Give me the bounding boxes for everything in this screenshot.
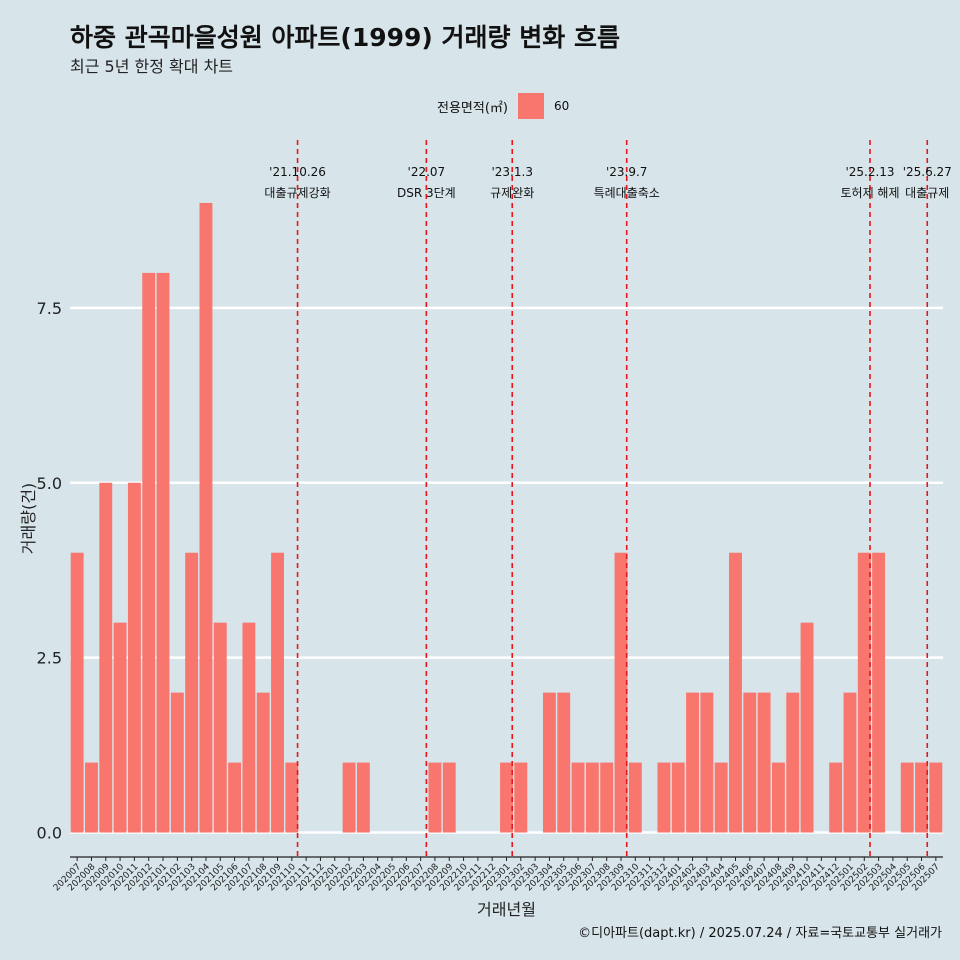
bar	[786, 692, 800, 833]
bar	[628, 762, 642, 833]
bar	[442, 762, 456, 833]
y-tick-label: 2.5	[37, 649, 62, 668]
bar	[600, 762, 614, 833]
bar	[929, 762, 943, 833]
bar	[571, 762, 585, 833]
bar	[657, 762, 671, 833]
bar	[185, 552, 199, 833]
x-axis-title: 거래년월	[477, 900, 536, 919]
bar	[771, 762, 785, 833]
event-date-label: '25.2.13	[845, 165, 894, 179]
event-date-label: '21.10.26	[269, 165, 326, 179]
bar	[800, 622, 814, 833]
legend-label-60: 60	[553, 99, 570, 113]
bar	[127, 482, 141, 833]
bar	[829, 762, 843, 833]
y-tick-label: 0.0	[37, 824, 62, 843]
bar	[256, 692, 270, 833]
bar	[743, 692, 757, 833]
bar	[99, 482, 113, 833]
bar	[614, 552, 628, 833]
legend-key-60	[517, 93, 544, 119]
bar	[700, 692, 714, 833]
bar	[757, 692, 771, 833]
bar	[285, 762, 299, 833]
bar	[686, 692, 699, 833]
bar	[542, 692, 556, 833]
event-name-label: 특례대출축소	[594, 186, 660, 200]
event-name-label: 토허제 해제	[841, 186, 900, 200]
chart-title: 하중 관곡마을성원 아파트(1999) 거래량 변화 흐름	[70, 23, 620, 52]
bar	[428, 762, 442, 833]
bar	[671, 762, 685, 833]
bar	[113, 622, 127, 833]
bar	[85, 762, 98, 833]
bar	[514, 762, 528, 833]
event-date-label: '22.07	[408, 165, 446, 179]
event-date-label: '23.1.3	[491, 165, 532, 179]
bar	[585, 762, 599, 833]
source-caption: ©디아파트(dapt.kr) / 2025.07.24 / 자료=국토교통부 실…	[578, 926, 942, 941]
bar	[213, 622, 227, 833]
bar	[199, 202, 213, 833]
bar	[142, 272, 156, 833]
y-tick-label: 5.0	[37, 474, 62, 493]
bar	[70, 552, 84, 833]
bar	[857, 552, 871, 833]
bar	[271, 552, 284, 833]
bar	[872, 552, 886, 833]
bar	[843, 692, 857, 833]
bar	[915, 762, 928, 833]
chart-subtitle: 최근 5년 한정 확대 차트	[70, 57, 234, 76]
event-name-label: DSR 3단계	[397, 186, 456, 200]
bar	[356, 762, 370, 833]
event-date-label: '23.9.7	[606, 165, 647, 179]
bar	[729, 552, 742, 833]
bar	[342, 762, 356, 833]
bar	[714, 762, 728, 833]
y-axis-title: 거래량(건)	[19, 483, 38, 554]
legend-title: 전용면적(㎡)	[437, 100, 508, 116]
legend: 전용면적(㎡) 60	[437, 93, 569, 119]
bar	[228, 762, 242, 833]
y-tick-label: 7.5	[37, 299, 62, 318]
bar	[156, 272, 170, 833]
bar	[242, 622, 256, 833]
bar	[557, 692, 571, 833]
event-name-label: 대출규제	[905, 186, 949, 200]
bar	[170, 692, 184, 833]
bar	[900, 762, 914, 833]
bar	[500, 762, 513, 833]
event-date-label: '25.6.27	[903, 165, 952, 179]
event-name-label: 규제완화	[490, 186, 534, 200]
event-name-label: 대출규제강화	[264, 186, 330, 200]
